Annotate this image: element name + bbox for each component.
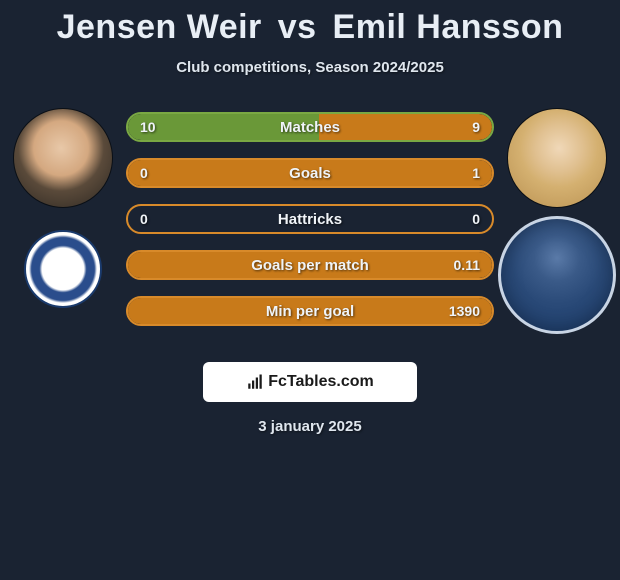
stat-value-right: 1390 bbox=[449, 303, 480, 319]
subtitle: Club competitions, Season 2024/2025 bbox=[0, 59, 620, 76]
page-title: Jensen Weir vs Emil Hansson bbox=[0, 8, 620, 47]
player2-photo bbox=[507, 108, 607, 208]
stat-bar: 0 Goals 1 bbox=[126, 158, 494, 188]
stats-bars: 10Matches90Goals10Hattricks0Goals per ma… bbox=[118, 108, 502, 330]
site-badge: FcTables.com bbox=[203, 362, 417, 402]
stat-label: Goals per match bbox=[251, 257, 369, 274]
date-label: 3 january 2025 bbox=[0, 418, 620, 435]
stat-bar: 10 Matches 9 bbox=[126, 112, 494, 142]
stat-bar: 0 Hattricks 0 bbox=[126, 204, 494, 234]
player1-club-badge bbox=[24, 230, 102, 308]
stat-label: Hattricks bbox=[278, 211, 342, 228]
player1-photo bbox=[13, 108, 113, 208]
stat-value-right: 9 bbox=[472, 119, 480, 135]
content-row: 10Matches90Goals10Hattricks0Goals per ma… bbox=[0, 108, 620, 334]
player2-column bbox=[502, 108, 612, 334]
stat-label: Matches bbox=[280, 119, 340, 136]
site-name: FcTables.com bbox=[268, 373, 374, 391]
player1-name: Jensen Weir bbox=[57, 8, 262, 46]
player2-name: Emil Hansson bbox=[333, 8, 564, 46]
stat-bar: Goals per match 0.11 bbox=[126, 250, 494, 280]
stat-fill-right bbox=[319, 114, 492, 140]
vs-label: vs bbox=[278, 8, 317, 46]
stat-bar: Min per goal 1390 bbox=[126, 296, 494, 326]
stat-label: Min per goal bbox=[266, 303, 354, 320]
comparison-infographic: Jensen Weir vs Emil Hansson Club competi… bbox=[0, 0, 620, 435]
player2-club-badge bbox=[498, 216, 616, 334]
stat-label: Goals bbox=[289, 165, 331, 182]
stat-value-left: 0 bbox=[140, 211, 148, 227]
stat-value-left: 10 bbox=[140, 119, 156, 135]
stat-value-right: 0.11 bbox=[454, 257, 480, 273]
stat-value-right: 1 bbox=[472, 165, 480, 181]
stat-value-right: 0 bbox=[472, 211, 480, 227]
chart-icon bbox=[246, 373, 264, 391]
stat-value-left: 0 bbox=[140, 165, 148, 181]
player1-column bbox=[8, 108, 118, 308]
